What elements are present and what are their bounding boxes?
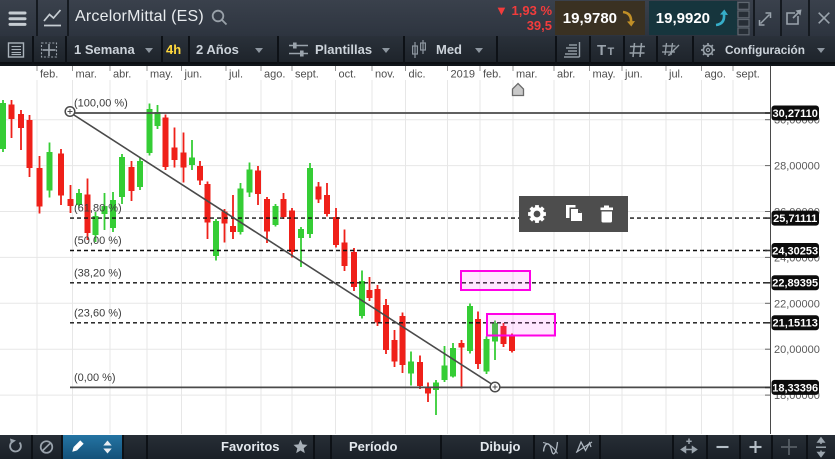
svg-text:oct.: oct. [339, 69, 357, 81]
svg-text:ago.: ago. [705, 69, 726, 81]
svg-text:18,33396: 18,33396 [772, 382, 818, 394]
svg-text:T: T [597, 42, 606, 59]
svg-text:jun.: jun. [624, 69, 643, 81]
svg-text:25,71111: 25,71111 [773, 213, 817, 225]
svg-text:dic.: dic. [409, 69, 426, 81]
svg-text:jun.: jun. [184, 69, 203, 81]
svg-text:20,00000: 20,00000 [774, 344, 820, 356]
svg-text:abr.: abr. [557, 69, 575, 81]
svg-text:(61,80 %): (61,80 %) [74, 203, 122, 215]
svg-text:feb.: feb. [40, 69, 58, 81]
svg-text:sept.: sept. [295, 69, 319, 81]
svg-text:may.: may. [150, 69, 173, 81]
svg-text:(0,00 %): (0,00 %) [74, 372, 116, 384]
svg-text:nov.: nov. [375, 69, 395, 81]
svg-text:ago.: ago. [264, 69, 285, 81]
svg-text:(23,60 %): (23,60 %) [74, 307, 122, 319]
svg-text:may.: may. [593, 69, 616, 81]
svg-text:(38,20 %): (38,20 %) [74, 267, 122, 279]
svg-text:mar.: mar. [76, 69, 97, 81]
svg-text:22,00000: 22,00000 [774, 298, 820, 310]
svg-text:jul.: jul. [668, 69, 683, 81]
svg-text:(50,00 %): (50,00 %) [74, 235, 122, 247]
svg-text:mar.: mar. [516, 69, 537, 81]
svg-text:jul.: jul. [228, 69, 243, 81]
svg-text:sept.: sept. [736, 69, 760, 81]
svg-text:28,00000: 28,00000 [774, 161, 820, 173]
svg-text:feb.: feb. [483, 69, 501, 81]
svg-text:2019: 2019 [451, 69, 475, 81]
svg-text:24,30253: 24,30253 [772, 245, 818, 257]
svg-text:T: T [608, 46, 615, 58]
svg-text:abr.: abr. [113, 69, 131, 81]
svg-text:22,89395: 22,89395 [772, 278, 818, 290]
svg-text:(100,00 %): (100,00 %) [74, 98, 128, 110]
svg-text:21,15113: 21,15113 [773, 318, 818, 330]
svg-text:30,27110: 30,27110 [773, 108, 818, 120]
